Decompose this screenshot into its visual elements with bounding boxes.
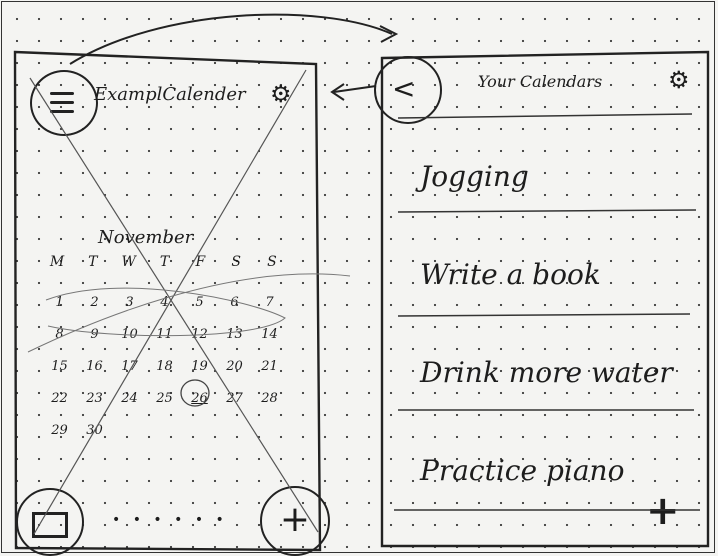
calendar-list-item[interactable]: Write a book xyxy=(400,246,700,344)
calendar-day[interactable]: 5 xyxy=(195,294,204,310)
hamburger-menu-icon[interactable] xyxy=(30,70,98,136)
back-button[interactable]: < xyxy=(374,56,442,124)
calendar-day[interactable]: 23 xyxy=(86,390,103,406)
calendar-day[interactable]: 6 xyxy=(230,294,239,310)
your-calendars-screen: < Your Calendars ⚙ Jogging Write a book Dr… xyxy=(374,50,708,544)
screen-title: Your Calendars xyxy=(478,72,603,91)
calendar-day[interactable]: 13 xyxy=(226,326,243,342)
weekday-label: S xyxy=(231,254,241,270)
calendar-week-row: 8 9 10 11 12 13 14 xyxy=(42,318,287,350)
page-indicator-dots: • • • • • • xyxy=(112,512,228,528)
calendar-week-row: 22 23 24 25 26 27 28 xyxy=(42,382,287,414)
calendar-day[interactable]: 22 xyxy=(51,390,68,406)
calendar-week-row: 15 16 17 18 19 20 21 xyxy=(42,350,287,382)
calendar-day[interactable]: 8 xyxy=(55,326,64,342)
weekday-label: S xyxy=(267,254,277,270)
calendar-week-row: 29 30 xyxy=(42,414,287,446)
calendar-list: Jogging Write a book Drink more water Pract… xyxy=(400,148,700,540)
calendar-day[interactable]: 19 xyxy=(191,358,208,374)
calendar-name: Practice piano xyxy=(420,454,625,487)
calendar-list-item[interactable]: Jogging xyxy=(400,148,700,246)
calendar-day[interactable]: 29 xyxy=(51,422,68,438)
calendar-day[interactable]: 28 xyxy=(261,390,278,406)
add-calendar-button[interactable]: + xyxy=(646,488,680,534)
calendar-day[interactable]: 16 xyxy=(86,358,103,374)
calendar-day[interactable]: 2 xyxy=(90,294,99,310)
calendar-day[interactable]: 12 xyxy=(191,326,208,342)
calendar-day[interactable]: 9 xyxy=(90,326,99,342)
calendar-name: Write a book xyxy=(420,258,601,291)
calendar-day[interactable]: 24 xyxy=(121,390,138,406)
calendar-day[interactable]: 14 xyxy=(261,326,278,342)
calendar-week-row: 1 2 3 4 5 6 7 xyxy=(42,286,287,318)
month-label: November xyxy=(98,227,194,248)
calendar-icon[interactable] xyxy=(16,488,84,556)
calendar-grid: 1 2 3 4 5 6 7 8 9 10 11 12 13 14 15 16 17 18 19 20 21 22 23 24 2… xyxy=(42,286,287,446)
calendar-list-item[interactable]: Drink more water xyxy=(400,344,700,442)
weekday-label: M xyxy=(49,254,65,270)
calendar-day[interactable]: 21 xyxy=(261,358,278,374)
weekday-label: F xyxy=(195,254,206,270)
calendar-day[interactable]: 30 xyxy=(86,422,103,438)
calendar-day[interactable]: 25 xyxy=(156,390,173,406)
weekday-label: W xyxy=(121,254,136,270)
back-chevron-icon: < xyxy=(392,72,416,105)
calendar-day[interactable]: 4 xyxy=(160,294,169,310)
calendar-day[interactable]: 26 xyxy=(191,390,208,406)
calendar-day[interactable]: 18 xyxy=(156,358,173,374)
calendar-day[interactable]: 20 xyxy=(226,358,243,374)
calendar-day[interactable]: 10 xyxy=(121,326,138,342)
settings-gear-icon[interactable]: ⚙ xyxy=(270,80,292,108)
calendar-day[interactable]: 17 xyxy=(121,358,138,374)
settings-gear-icon[interactable]: ⚙ xyxy=(668,66,690,94)
calendar-day[interactable]: 7 xyxy=(265,294,274,310)
weekday-label: T xyxy=(159,254,170,270)
calendar-day[interactable]: 11 xyxy=(156,326,173,342)
calendar-name: Drink more water xyxy=(420,356,673,389)
calendar-day[interactable]: 27 xyxy=(226,390,243,406)
calendar-day[interactable]: 15 xyxy=(51,358,68,374)
calendar-day[interactable]: 3 xyxy=(125,294,134,310)
weekday-label: T xyxy=(88,254,98,270)
calendar-day[interactable]: 1 xyxy=(55,294,64,310)
add-button[interactable]: + xyxy=(260,486,330,556)
app-title: ExamplCalender xyxy=(94,84,246,105)
calendar-name: Jogging xyxy=(420,160,529,193)
